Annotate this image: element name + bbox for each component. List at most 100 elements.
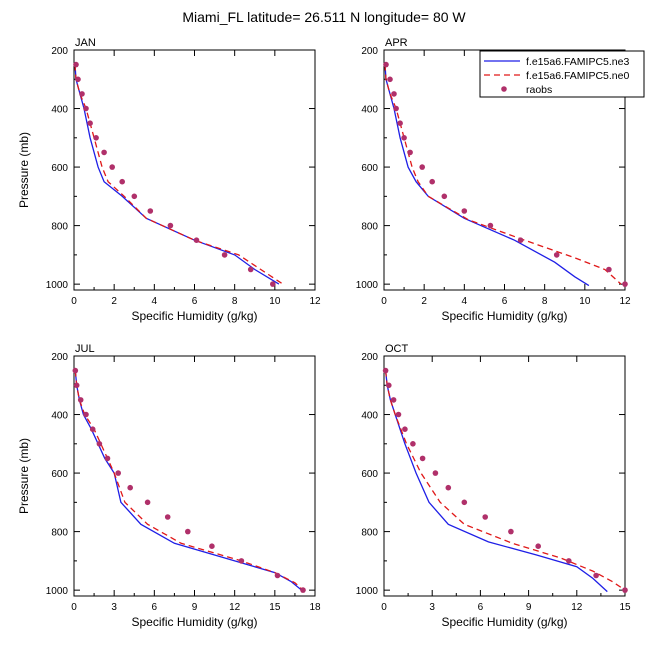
raobs-point xyxy=(553,252,560,258)
x-tick-label: 6 xyxy=(502,296,508,307)
raobs-point xyxy=(395,411,402,418)
x-tick-label: 2 xyxy=(421,296,427,307)
x-tick-label: 0 xyxy=(71,296,77,307)
raobs-point xyxy=(508,528,514,535)
raobs-point xyxy=(131,193,138,200)
x-axis-label: Specific Humidity (g/kg) xyxy=(131,309,257,323)
raobs-point xyxy=(115,470,121,476)
raobs-point xyxy=(167,222,174,229)
raobs-point xyxy=(461,499,468,506)
x-tick-label: 8 xyxy=(542,296,548,307)
raobs-point xyxy=(386,382,392,389)
y-tick-label: 1000 xyxy=(356,586,379,597)
series-line-ne3 xyxy=(384,370,608,593)
x-tick-label: 6 xyxy=(152,602,158,613)
y-tick-label: 200 xyxy=(361,352,378,363)
x-tick-label: 10 xyxy=(269,296,281,307)
raobs-point xyxy=(147,208,154,214)
x-tick-label: 4 xyxy=(152,296,158,307)
x-tick-label: 3 xyxy=(429,602,435,613)
figure-title: Miami_FL latitude= 26.511 N longitude= 8… xyxy=(182,9,466,25)
raobs-point xyxy=(270,281,276,287)
x-tick-label: 3 xyxy=(111,602,117,613)
raobs-point xyxy=(193,237,200,243)
series-line-ne3 xyxy=(74,370,303,591)
series-line-ne0 xyxy=(74,64,284,285)
panel-apr: APR 0 2 4 6 8 10 12 200 400 600 800 1000 Specific Hum… xyxy=(356,37,631,323)
panel-jul: JUL 0 3 6 9 12 15 18 200 400 600 800 1000 Specific Hu… xyxy=(17,343,321,629)
y-tick-label: 200 xyxy=(51,352,68,363)
raobs-point xyxy=(73,61,79,68)
raobs-point xyxy=(407,149,413,156)
raobs-point xyxy=(402,426,408,433)
raobs-point xyxy=(566,558,572,564)
raobs-point xyxy=(127,484,133,491)
raobs-point xyxy=(300,587,306,593)
raobs-point xyxy=(89,426,96,433)
series-line-ne0 xyxy=(74,370,304,591)
x-tick-label: 9 xyxy=(192,602,198,613)
raobs-point xyxy=(75,76,81,83)
raobs-point xyxy=(382,367,389,374)
raobs-point xyxy=(101,149,107,156)
raobs-point xyxy=(390,397,397,403)
series-line-ne3 xyxy=(384,64,590,287)
raobs-point xyxy=(461,208,468,214)
raobs-point xyxy=(247,266,254,273)
raobs-point xyxy=(387,76,393,83)
x-tick-label: 12 xyxy=(229,602,241,613)
raobs-point xyxy=(487,222,494,229)
x-axis-label: Specific Humidity (g/kg) xyxy=(441,309,567,323)
plot-frame xyxy=(73,49,316,291)
raobs-point xyxy=(87,120,93,126)
legend-box xyxy=(479,50,645,98)
raobs-point xyxy=(221,252,228,258)
raobs-point xyxy=(419,164,426,170)
y-tick-label: 800 xyxy=(51,222,68,233)
raobs-point xyxy=(391,91,397,97)
y-tick-label: 600 xyxy=(361,469,378,480)
panel-label: OCT xyxy=(385,343,409,355)
raobs-point xyxy=(535,543,541,549)
panel-jan: JAN 0 2 4 6 8 10 12 200 400 600 800 1000 Specific Hum… xyxy=(17,37,321,323)
raobs-point xyxy=(104,455,111,462)
raobs-point xyxy=(401,135,407,141)
raobs-point xyxy=(517,237,524,243)
x-axis-label: Specific Humidity (g/kg) xyxy=(441,615,567,629)
raobs-point xyxy=(397,120,403,126)
raobs-point xyxy=(410,441,416,447)
y-tick-label: 200 xyxy=(51,46,68,57)
panel-label: APR xyxy=(385,37,408,49)
raobs-point xyxy=(119,178,125,185)
raobs-point xyxy=(164,514,171,520)
y-tick-label: 1000 xyxy=(46,280,69,291)
x-tick-label: 9 xyxy=(526,602,532,613)
raobs-point xyxy=(419,455,426,462)
y-tick-label: 800 xyxy=(361,528,378,539)
raobs-point xyxy=(185,528,191,535)
raobs-point xyxy=(274,572,281,579)
y-axis-label: Pressure (mb) xyxy=(17,438,31,514)
y-tick-label: 600 xyxy=(51,469,68,480)
raobs-point xyxy=(96,441,103,447)
x-tick-label: 15 xyxy=(269,602,281,613)
x-tick-label: 15 xyxy=(619,602,631,613)
legend-label: f.e15a6.FAMIPC5.ne3 xyxy=(526,56,629,68)
legend-label: raobs xyxy=(526,84,552,96)
y-tick-label: 600 xyxy=(361,163,378,174)
y-tick-label: 200 xyxy=(361,46,378,57)
y-tick-label: 1000 xyxy=(46,586,69,597)
raobs-point xyxy=(622,281,628,287)
x-tick-label: 0 xyxy=(381,602,387,613)
raobs-point xyxy=(482,514,489,520)
y-tick-label: 800 xyxy=(51,528,68,539)
x-tick-label: 2 xyxy=(111,296,117,307)
raobs-point xyxy=(393,105,399,112)
y-tick-label: 800 xyxy=(361,222,378,233)
raobs-point xyxy=(445,484,452,491)
x-tick-label: 12 xyxy=(619,296,631,307)
raobs-point xyxy=(77,397,84,403)
x-axis-label: Specific Humidity (g/kg) xyxy=(131,615,257,629)
x-tick-label: 4 xyxy=(462,296,468,307)
